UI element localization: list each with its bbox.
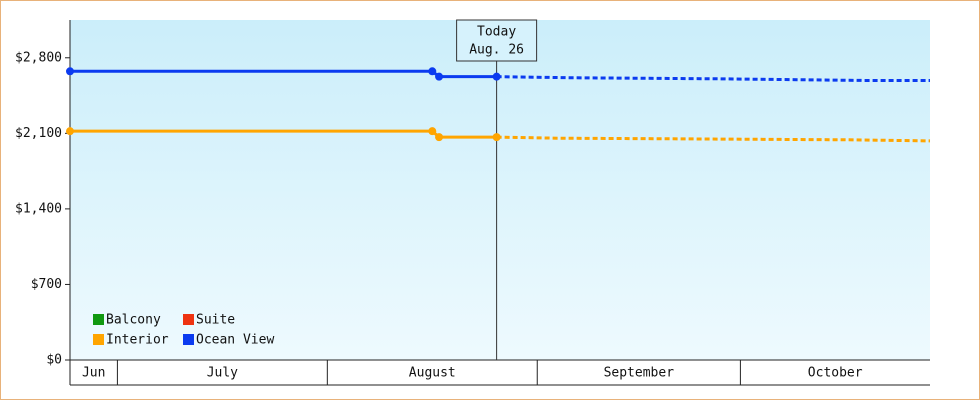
- y-tick-label: $0: [46, 353, 62, 368]
- price-point: [66, 127, 74, 136]
- price-point: [428, 67, 437, 76]
- y-tick-label: $2,800: [15, 50, 62, 65]
- y-tick-label: $1,400: [15, 201, 62, 216]
- month-label: Jun: [82, 366, 105, 381]
- price-point: [435, 72, 444, 81]
- legend-swatch: [93, 334, 104, 345]
- forecast-line: [496, 135, 931, 143]
- y-tick-label: $2,100: [15, 126, 62, 141]
- price-line: [70, 69, 497, 79]
- legend-label: Ocean View: [196, 333, 274, 348]
- price-point: [435, 133, 444, 142]
- legend-swatch: [183, 314, 194, 325]
- today-date: Aug. 26: [469, 43, 524, 58]
- month-label: October: [808, 366, 863, 381]
- legend-swatch: [183, 334, 194, 345]
- legend-swatch: [93, 314, 104, 325]
- legend-label: Suite: [196, 313, 235, 328]
- price-line: [70, 129, 497, 139]
- y-tick-label: $700: [31, 277, 62, 292]
- price-point: [492, 72, 501, 81]
- month-label: August: [409, 366, 456, 381]
- legend-label: Interior: [106, 333, 169, 348]
- price-point: [66, 67, 74, 76]
- price-point: [492, 133, 501, 142]
- month-label: September: [604, 366, 675, 381]
- month-label: July: [207, 366, 238, 381]
- forecast-line: [496, 75, 930, 82]
- price-point: [428, 127, 437, 136]
- today-label: Today: [477, 25, 516, 40]
- legend-label: Balcony: [106, 313, 161, 328]
- today-box: [456, 19, 538, 62]
